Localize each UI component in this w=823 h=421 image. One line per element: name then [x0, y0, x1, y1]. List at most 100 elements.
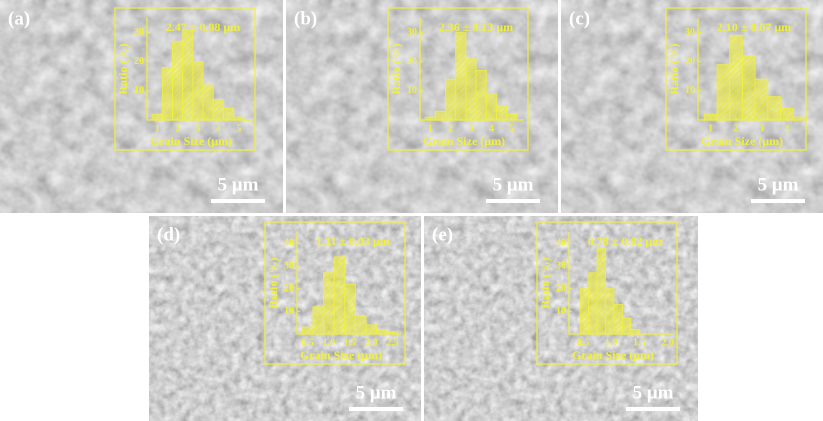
x-tick-label: 1	[428, 123, 433, 134]
bar	[355, 316, 366, 334]
y-tick-label: 30	[685, 27, 695, 38]
x-axis-label: Grain Size (μm)	[572, 348, 654, 362]
bar	[456, 33, 466, 120]
bar	[466, 59, 476, 120]
y-tick-label: 20	[407, 56, 417, 67]
bar	[606, 289, 614, 334]
y-axis-label: Ratio (%)	[667, 44, 681, 95]
bar	[435, 111, 445, 120]
bar	[377, 329, 388, 334]
x-tick-label: 1	[155, 123, 160, 134]
scale-bar-label: 5 μm	[356, 382, 397, 403]
y-tick-label: 30	[284, 260, 294, 271]
scale-bar	[486, 199, 540, 203]
bar	[203, 85, 213, 120]
inset-title: 2.10 ± 0.07 μm	[717, 20, 791, 34]
y-axis-label: Ratio (%)	[266, 258, 280, 309]
bar	[622, 318, 630, 334]
panel: (c)5 μm2.10 ± 0.07 μmGrain Size (μm)Rati…	[561, 0, 823, 213]
bar	[213, 100, 223, 120]
scale-bar	[349, 407, 403, 411]
y-tick-label: 20	[556, 283, 566, 294]
x-tick-label: 3	[468, 123, 473, 134]
page: (a) 5 μm 2.47 ± 0.08 μm Grain Size (μm) Rati…	[0, 0, 823, 421]
bar	[614, 305, 622, 334]
x-tick-label: 2	[448, 123, 453, 134]
y-tick-label: 40	[284, 238, 294, 249]
scale-bar-label: 5 μm	[493, 174, 534, 195]
inset-title: 2.47 ± 0.08 μm	[166, 20, 240, 34]
bar	[631, 329, 639, 334]
y-tick-label: 30	[134, 27, 144, 38]
bar	[589, 273, 597, 334]
panel-label: (d)	[157, 224, 180, 245]
y-tick-label: 10	[134, 85, 144, 96]
x-axis-label: Grain Size (μm)	[300, 348, 382, 362]
panel-label: (e)	[432, 224, 453, 245]
panel-label: (c)	[569, 8, 590, 29]
y-axis-label: Ratio (%)	[389, 44, 403, 95]
y-tick-label: 30	[556, 260, 566, 271]
x-tick-label: 1.5	[344, 337, 357, 348]
x-tick-label: 5	[236, 123, 241, 134]
x-tick-label: 1.0	[605, 337, 618, 348]
x-tick-label: 1.0	[323, 337, 336, 348]
scale-bar-label: 5 μm	[633, 382, 674, 403]
bar	[183, 30, 193, 120]
panel-label: (a)	[8, 8, 30, 29]
bar	[717, 65, 730, 120]
scale-bar	[211, 199, 265, 203]
bar	[755, 79, 768, 120]
scale-bar	[626, 407, 680, 411]
x-tick-label: 3	[759, 123, 764, 134]
y-tick-label: 20	[134, 56, 144, 67]
x-tick-label: 2	[734, 123, 739, 134]
bar	[172, 41, 182, 120]
y-tick-label: 20	[685, 56, 695, 67]
x-tick-label: 0.5	[301, 337, 314, 348]
panel: (a) 5 μm 2.47 ± 0.08 μm Grain Size (μm) Rati…	[0, 0, 283, 213]
scale-bar	[751, 199, 805, 203]
x-axis-label: Grain Size (μm)	[701, 134, 783, 148]
y-axis-label: Ratio (%)	[116, 44, 130, 95]
bar	[345, 284, 356, 334]
x-tick-label: 0.5	[577, 337, 590, 348]
y-tick-label: 10	[284, 306, 294, 317]
y-tick-label: 10	[407, 85, 417, 96]
x-axis-label: Grain Size (μm)	[150, 134, 232, 148]
bar	[223, 108, 233, 120]
x-tick-label: 4	[489, 123, 494, 134]
scale-bar-label: 5 μm	[218, 174, 259, 195]
y-tick-label: 40	[556, 238, 566, 249]
figure: (a) 5 μm 2.47 ± 0.08 μm Grain Size (μm) Rati…	[0, 0, 823, 421]
x-tick-label: 2.0	[661, 337, 674, 348]
x-tick-label: 2	[175, 123, 180, 134]
bar	[193, 62, 203, 120]
bar	[324, 273, 335, 334]
y-axis-label: Ratio (%)	[538, 258, 552, 309]
bar	[162, 68, 172, 120]
x-tick-label: 3	[195, 123, 200, 134]
panel: (e) 5 μm 0.78 ± 0.02 μm Grain Size (μm) Rati…	[424, 216, 698, 421]
x-axis-label: Grain Size (μm)	[423, 134, 505, 148]
inset-title: 2.36 ± 0.13 μm	[439, 20, 513, 34]
x-tick-label: 5	[509, 123, 514, 134]
y-tick-label: 30	[407, 27, 417, 38]
bar	[334, 257, 345, 334]
bar	[597, 248, 605, 334]
bar	[313, 307, 324, 334]
x-tick-label: 4	[216, 123, 221, 134]
y-tick-label: 10	[556, 306, 566, 317]
x-tick-label: 1	[708, 123, 713, 134]
bar	[768, 97, 781, 120]
bar	[793, 117, 806, 120]
bar	[445, 79, 455, 120]
x-tick-label: 1.5	[633, 337, 646, 348]
y-tick-label: 10	[685, 85, 695, 96]
bar	[476, 70, 486, 120]
inset-title: 0.78 ± 0.02 μm	[588, 234, 662, 248]
x-tick-label: 2.5	[386, 337, 399, 348]
bar	[742, 56, 755, 120]
